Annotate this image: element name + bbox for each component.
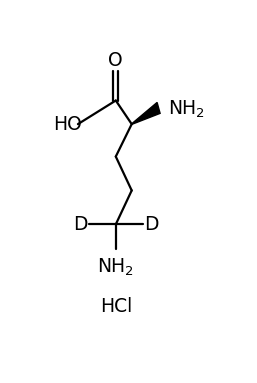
Text: HO: HO bbox=[54, 115, 82, 134]
Text: NH$_2$: NH$_2$ bbox=[168, 99, 204, 120]
Text: O: O bbox=[108, 51, 123, 70]
Polygon shape bbox=[132, 102, 160, 124]
Text: HCl: HCl bbox=[100, 298, 132, 316]
Text: NH$_2$: NH$_2$ bbox=[97, 257, 134, 278]
Text: D: D bbox=[73, 215, 87, 234]
Text: D: D bbox=[144, 215, 159, 234]
